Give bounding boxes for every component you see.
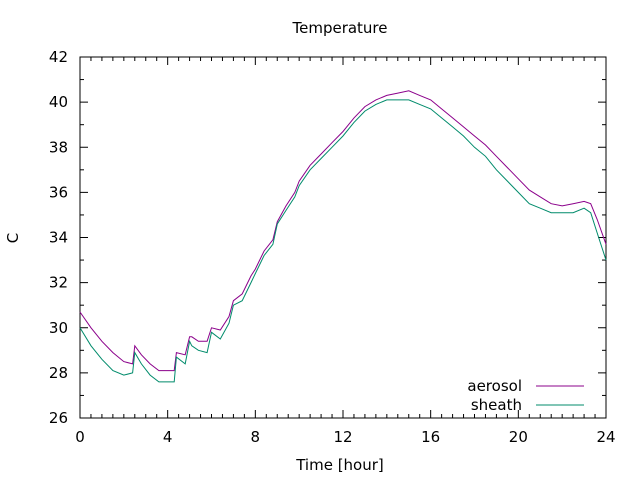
x-axis-ticks: 0 4 8 12 16 20 24 (75, 57, 616, 446)
x-axis-label: Time [hour] (295, 456, 384, 474)
y-tick-label: 34 (49, 229, 68, 247)
series-layer (79, 90, 607, 383)
y-axis-ticks: 26 28 30 32 34 36 38 40 42 (49, 48, 606, 427)
y-tick-label: 42 (49, 48, 68, 66)
y-tick-label: 36 (49, 183, 68, 201)
x-tick-label: 12 (333, 428, 352, 446)
series-line-aerosol (79, 90, 607, 372)
legend-label-sheath: sheath (471, 396, 522, 414)
chart-title: Temperature (291, 19, 387, 37)
y-axis-label: C (4, 233, 22, 243)
y-tick-label: 32 (49, 274, 68, 292)
x-tick-label: 20 (509, 428, 528, 446)
series-line-sheath (79, 99, 607, 383)
x-tick-label: 16 (421, 428, 440, 446)
x-tick-label: 0 (75, 428, 85, 446)
y-tick-label: 28 (49, 364, 68, 382)
x-tick-label: 24 (596, 428, 615, 446)
y-tick-label: 30 (49, 319, 68, 337)
x-tick-label: 4 (163, 428, 173, 446)
legend-label-aerosol: aerosol (467, 377, 522, 395)
y-tick-label: 38 (49, 138, 68, 156)
plot-frame (79, 56, 607, 419)
y-tick-label: 26 (49, 409, 68, 427)
y-tick-label: 40 (49, 93, 68, 111)
x-tick-label: 8 (251, 428, 261, 446)
